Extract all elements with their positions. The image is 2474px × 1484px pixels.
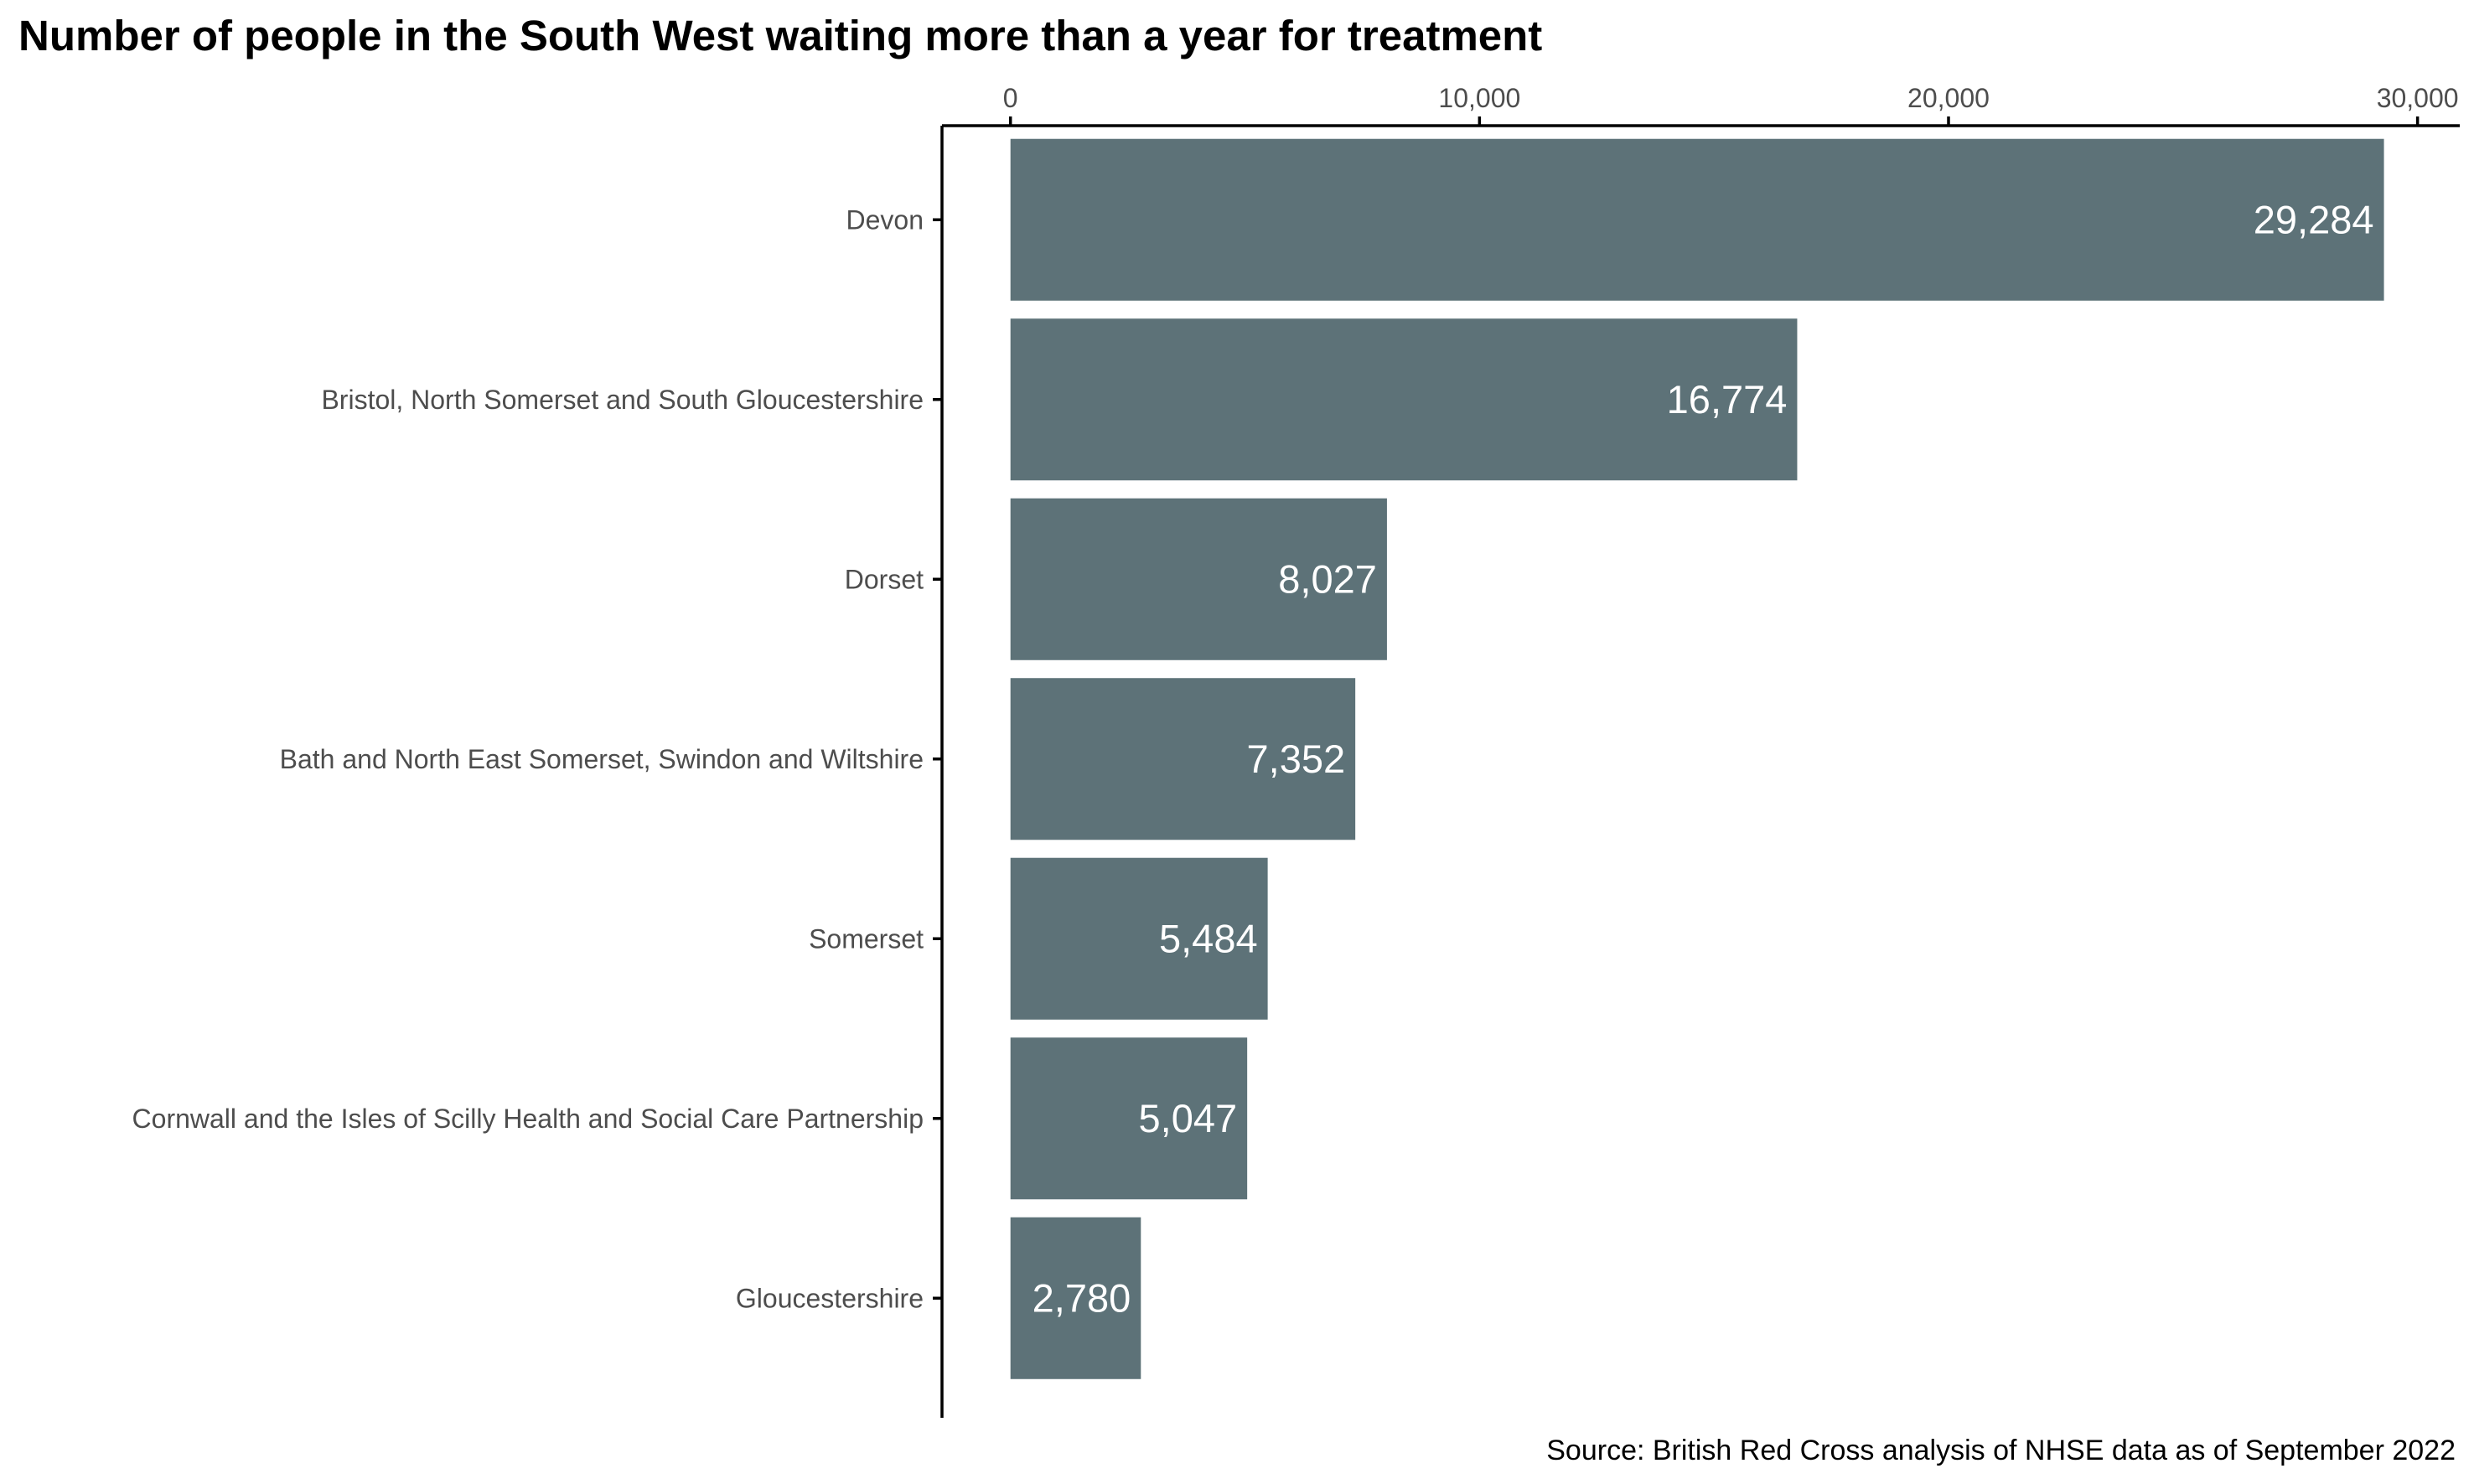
bar xyxy=(1010,498,1387,660)
category-labels: Devon Bristol, North Somerset and South G… xyxy=(132,204,924,1313)
bar xyxy=(1010,138,2384,301)
value-label: 2,780 xyxy=(1033,1275,1131,1320)
bar xyxy=(1010,318,1798,481)
bar xyxy=(1010,1217,1141,1379)
value-label: 8,027 xyxy=(1278,556,1377,601)
category-label: Devon xyxy=(846,204,924,235)
category-label: Somerset xyxy=(809,923,924,954)
value-label: 5,484 xyxy=(1159,916,1258,960)
category-label: Bristol, North Somerset and South Glouce… xyxy=(321,385,924,415)
value-labels: 29,284 16,774 8,027 7,352 5,484 5,047 2,780 xyxy=(1033,197,2374,1320)
x-tick-label: 10,000 xyxy=(1438,83,1520,113)
value-label: 5,047 xyxy=(1139,1096,1238,1140)
x-axis: 0 10,000 20,000 30,000 xyxy=(942,83,2460,127)
category-label: Dorset xyxy=(845,564,924,594)
category-label: Gloucestershire xyxy=(736,1283,924,1313)
bar xyxy=(1010,678,1356,840)
y-axis xyxy=(933,126,944,1418)
value-label: 7,352 xyxy=(1247,737,1346,781)
x-tick-label: 30,000 xyxy=(2377,83,2459,113)
x-tick-label: 20,000 xyxy=(1907,83,1990,113)
bar xyxy=(1010,1037,1248,1200)
value-label: 29,284 xyxy=(2254,197,2374,241)
x-tick-label: 0 xyxy=(1003,83,1018,113)
category-label: Bath and North East Somerset, Swindon an… xyxy=(280,744,924,774)
category-label: Cornwall and the Isles of Scilly Health … xyxy=(132,1104,924,1134)
source-note: Source: British Red Cross analysis of NH… xyxy=(1546,1435,2456,1466)
value-label: 16,774 xyxy=(1667,377,1788,421)
bar xyxy=(1010,857,1268,1020)
chart-title: Number of people in the South West waiti… xyxy=(18,12,1542,59)
bars xyxy=(1010,138,2384,1379)
